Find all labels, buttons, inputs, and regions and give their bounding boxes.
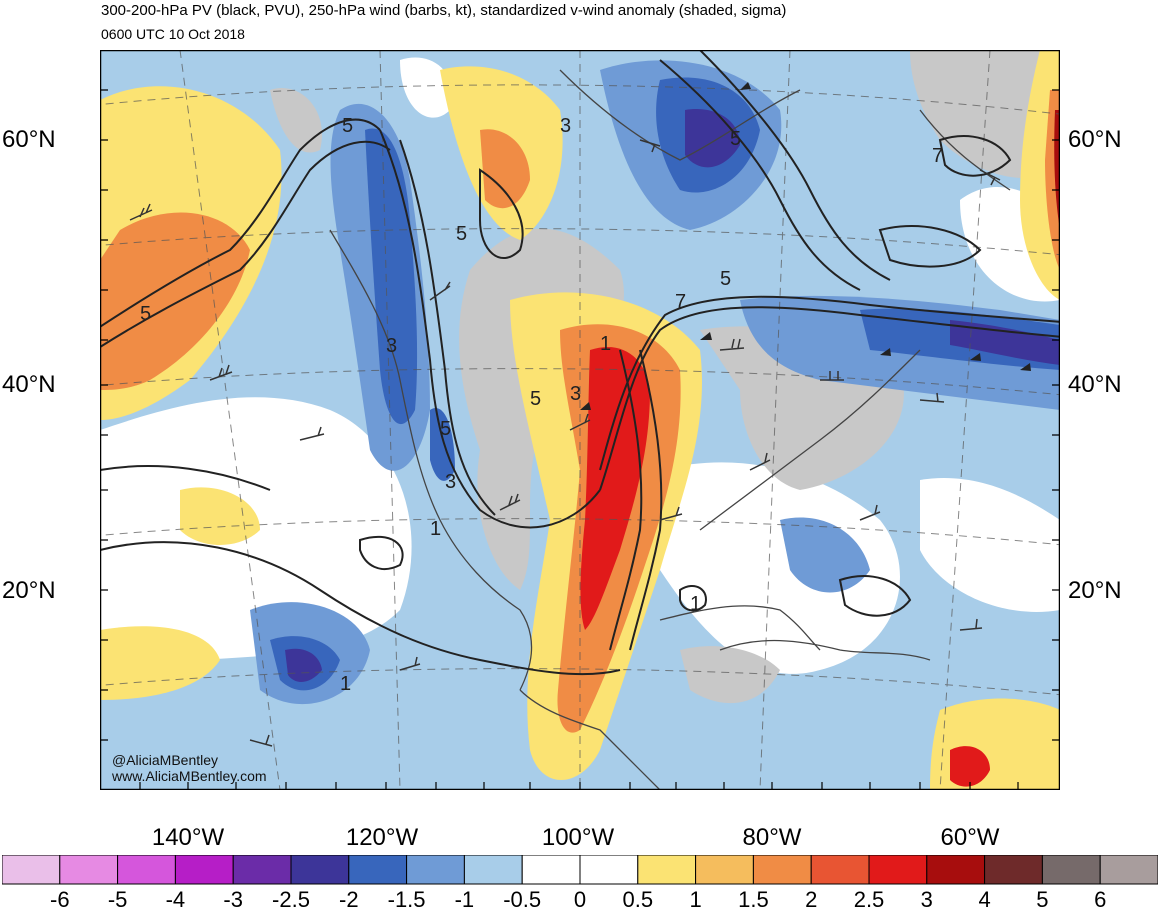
- colorbar-swatch: [579, 855, 639, 885]
- contour-label: 3: [560, 115, 571, 137]
- colorbar-swatch: [290, 855, 350, 885]
- colorbar-tick-label: -4: [165, 887, 186, 912]
- colorbar-tick-label: 1: [689, 887, 702, 912]
- pv-contours: [100, 50, 1060, 676]
- colorbar-swatch: [984, 855, 1043, 885]
- contour-label-group: 5 5 3 7 7 5 1 3 5 3 5 5 3 1 1 1 5: [140, 115, 943, 695]
- colorbar-swatch: [1041, 855, 1101, 885]
- colorbar-tick-label: 4: [978, 887, 991, 912]
- colorbar-tick-label: 3: [920, 887, 933, 912]
- colorbar-swatch: [406, 855, 465, 885]
- colorbar-swatch: [1099, 855, 1158, 885]
- colorbar-tick-label: -3: [223, 887, 243, 912]
- contour-label: 7: [932, 145, 943, 167]
- colorbar-tick-label: 6: [1094, 887, 1107, 912]
- colorbar-tick-label: -1.5: [387, 887, 426, 912]
- graticule: [100, 50, 1060, 790]
- contour-label: 5: [720, 268, 731, 290]
- lon-label: 80°W: [742, 824, 802, 851]
- credit-handle: @AliciaMBentley: [112, 752, 219, 768]
- contour-label: 7: [675, 291, 686, 313]
- contour-label: 3: [386, 335, 397, 357]
- colorbar-swatch: [926, 855, 986, 885]
- colorbar-tick-label: 0.5: [622, 887, 654, 912]
- colorbar-swatch: [868, 855, 928, 885]
- colorbar-tick-label: -2: [339, 887, 359, 912]
- lat-label-left: 60°N: [2, 126, 56, 153]
- colorbar-swatch: [637, 855, 697, 885]
- colorbar-swatch: [2, 855, 61, 885]
- colorbar-tick-label: -2.5: [272, 887, 310, 912]
- contour-label: 1: [340, 673, 351, 695]
- colorbar-tick-label: -0.5: [503, 887, 542, 912]
- colorbar-swatch: [348, 855, 408, 885]
- lon-label: 60°W: [940, 824, 1000, 851]
- contour-label: 5: [440, 418, 451, 440]
- colorbar-swatch: [59, 855, 119, 885]
- colorbar-swatch: [232, 855, 292, 885]
- valid-time: 0600 UTC 10 Oct 2018: [101, 26, 245, 42]
- contour-label: 5: [530, 388, 541, 410]
- lat-label-left: 40°N: [2, 371, 56, 398]
- colorbar-tick-label: 5: [1036, 887, 1049, 912]
- contour-label: 1: [600, 333, 611, 355]
- contour-label: 5: [456, 223, 467, 245]
- contour-label: 3: [570, 383, 581, 405]
- colorbar: [2, 855, 1158, 885]
- contour-label: 5: [730, 128, 741, 150]
- lon-label: 100°W: [541, 824, 615, 851]
- coastlines: [329, 69, 1011, 790]
- colorbar-swatch: [752, 855, 812, 885]
- shading-strong-positive: [580, 346, 990, 787]
- colorbar-swatch: [810, 855, 870, 885]
- contour-label: 1: [430, 518, 441, 540]
- colorbar-swatch: [695, 855, 754, 885]
- wind-pennants: [580, 82, 1031, 410]
- credit-website[interactable]: www.AliciaMBentley.com: [112, 768, 267, 784]
- colorbar-tick-label: -1: [454, 887, 475, 912]
- wind-barbs: [129, 139, 1001, 747]
- axis-ticks: [100, 89, 1060, 790]
- contour-label: 1: [690, 593, 701, 615]
- colorbar-swatch: [521, 855, 581, 885]
- contour-label: 3: [445, 471, 456, 493]
- map-title: 300-200-hPa PV (black, PVU), 250-hPa win…: [101, 2, 787, 19]
- colorbar-swatch: [174, 855, 234, 885]
- lat-label-right: 20°N: [1068, 577, 1122, 604]
- colorbar-tick-label: -6: [50, 887, 70, 912]
- colorbar-tick-label: 2.5: [853, 887, 885, 912]
- colorbar-tick-label: 0: [573, 887, 587, 912]
- contour-label: 5: [140, 303, 151, 325]
- lat-label-right: 40°N: [1068, 371, 1122, 398]
- lon-label: 120°W: [345, 824, 419, 851]
- colorbar-swatch: [463, 855, 523, 885]
- contour-label: 5: [342, 115, 353, 137]
- lon-label: 140°W: [151, 824, 225, 851]
- colorbar-tick-label: 1.5: [738, 887, 769, 912]
- colorbar-tick-label: 2: [805, 887, 818, 912]
- colorbar-swatch: [117, 855, 176, 885]
- lat-label-right: 60°N: [1068, 126, 1122, 153]
- colorbar-tick-label: -5: [107, 887, 128, 912]
- lat-label-left: 20°N: [2, 577, 56, 604]
- map-panel: 5 5 3 7 7 5 1 3 5 3 5 5 3 1 1 1 5: [100, 50, 1060, 790]
